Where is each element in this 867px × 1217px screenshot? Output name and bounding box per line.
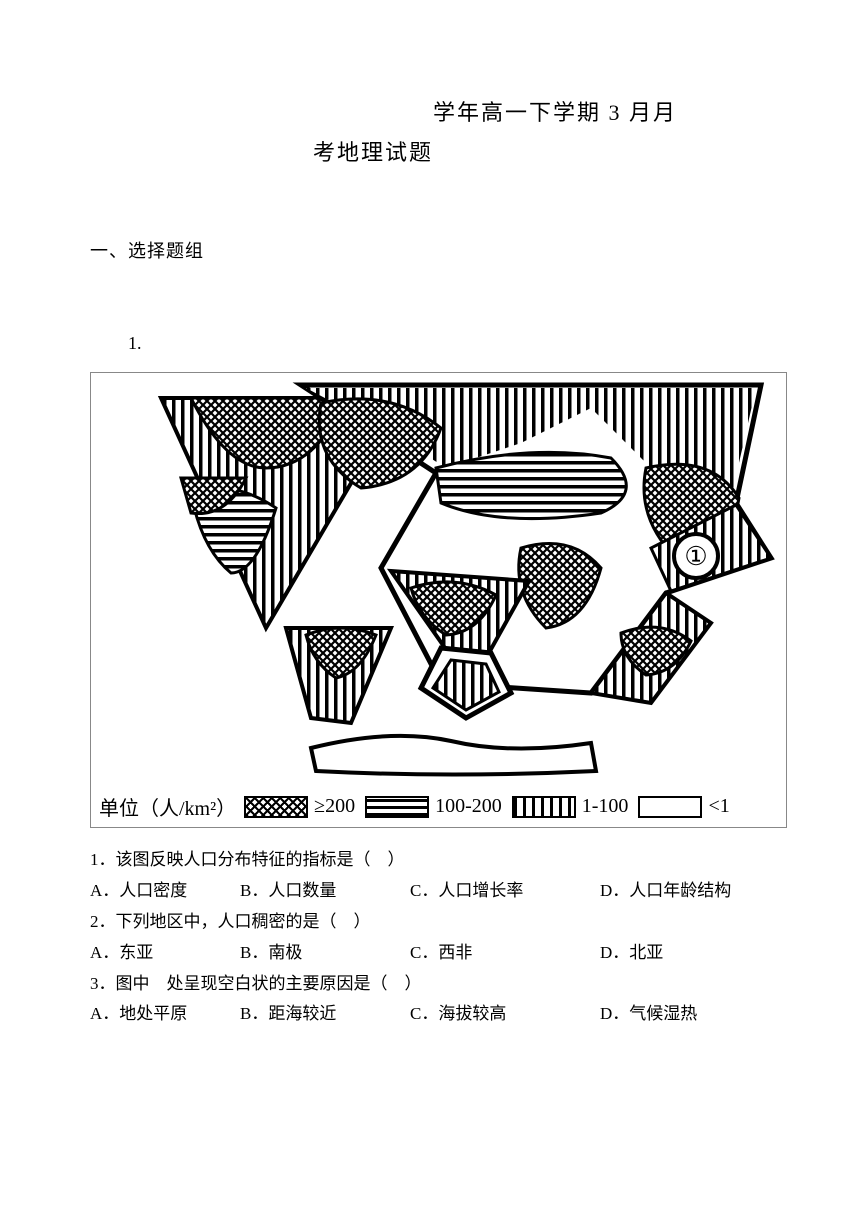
question-block-number: 1. <box>128 333 867 354</box>
question-options: A．人口密度 B．人口数量 C．人口增长率 D．人口年龄结构 <box>90 877 787 906</box>
option-b: B．距海较近 <box>240 1000 410 1029</box>
option-c: C．人口增长率 <box>410 877 600 906</box>
question-number: 2． <box>90 912 116 931</box>
option-d: D．北亚 <box>600 939 663 968</box>
question-number: 1． <box>90 850 116 869</box>
legend-swatch-vlines <box>512 796 576 818</box>
map-marker-1-label: ① <box>684 542 707 571</box>
legend-value-0: ≥200 <box>314 795 355 818</box>
legend-unit-label: 单位（人/km²） <box>99 792 236 821</box>
legend-swatch-blank <box>638 796 702 818</box>
legend-value-2: 1-100 <box>582 795 629 818</box>
antarctica-outline <box>311 736 596 775</box>
option-a: A．地处平原 <box>90 1000 240 1029</box>
page-title-line2: 考地理试题 <box>313 135 867 167</box>
legend-value-3: <1 <box>708 795 729 818</box>
option-c: C．西非 <box>410 939 600 968</box>
map-legend: 单位（人/km²） ≥200 100-200 1-100 <1 <box>91 788 786 827</box>
legend-swatch-crosshatch <box>244 796 308 818</box>
option-a: A．人口密度 <box>90 877 240 906</box>
legend-value-1: 100-200 <box>435 795 502 818</box>
legend-swatch-hlines <box>365 796 429 818</box>
question-options: A．东亚 B．南极 C．西非 D．北亚 <box>90 939 787 968</box>
question-text: 该图反映人口分布特征的指标是（ ） <box>116 850 405 869</box>
section-header: 一、选择题组 <box>90 237 867 263</box>
option-c: C．海拔较高 <box>410 1000 600 1029</box>
question-options: A．地处平原 B．距海较近 C．海拔较高 D．气候湿热 <box>90 1000 787 1029</box>
question-text: 图中 处呈现空白状的主要原因是（ ） <box>116 974 422 993</box>
question-stem: 1．该图反映人口分布特征的指标是（ ） <box>90 846 787 875</box>
option-b: B．南极 <box>240 939 410 968</box>
option-d: D．人口年龄结构 <box>600 877 731 906</box>
option-d: D．气候湿热 <box>600 1000 697 1029</box>
option-a: A．东亚 <box>90 939 240 968</box>
question-stem: 3．图中 处呈现空白状的主要原因是（ ） <box>90 970 787 999</box>
question-number: 3． <box>90 974 116 993</box>
option-b: B．人口数量 <box>240 877 410 906</box>
page-title-line1: 学年高一下学期 3 月月 <box>433 95 867 127</box>
question-stem: 2．下列地区中，人口稠密的是（ ） <box>90 908 787 937</box>
figure-container: ① 单位（人/km²） ≥200 100-200 1-100 <1 <box>90 372 787 828</box>
question-text: 下列地区中，人口稠密的是（ ） <box>116 912 371 931</box>
population-density-map: ① <box>91 373 786 788</box>
questions-block: 1．该图反映人口分布特征的指标是（ ） A．人口密度 B．人口数量 C．人口增长… <box>90 846 787 1029</box>
